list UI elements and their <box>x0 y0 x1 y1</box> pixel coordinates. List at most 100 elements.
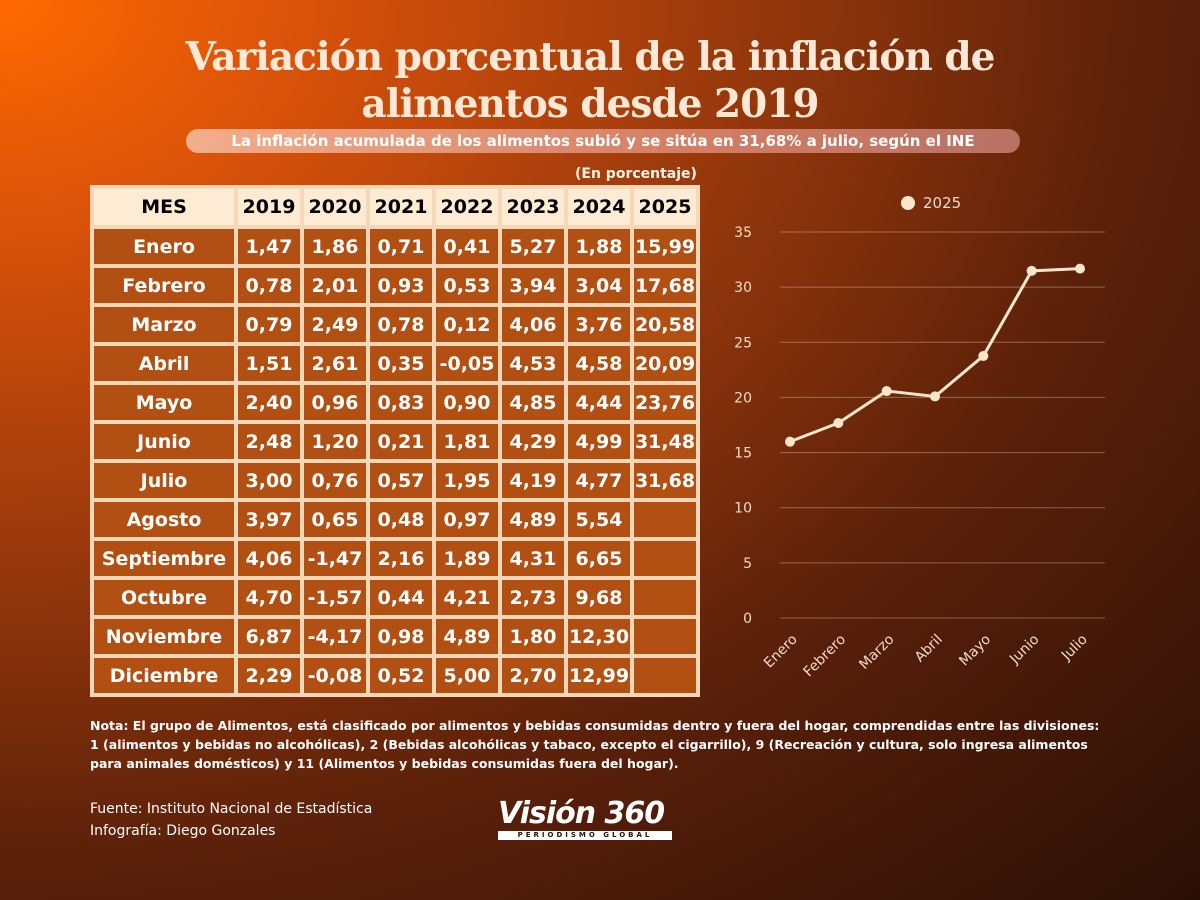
value-cell: 0,83 <box>368 383 434 422</box>
value-cell: 5,00 <box>434 656 500 695</box>
value-cell: 2,29 <box>236 656 302 695</box>
table-row: Abril 1,51 2,61 0,35 -0,05 4,53 4,58 20,09 <box>92 344 698 383</box>
inflation-table: MES 2019 2020 2021 2022 2023 2024 2025 Enero 1,4… <box>90 185 700 697</box>
value-cell: 3,94 <box>500 266 566 305</box>
value-cell: 1,95 <box>434 461 500 500</box>
value-cell: 4,89 <box>434 617 500 656</box>
value-cell: 15,99 <box>632 227 698 266</box>
table-row: Mayo 2,40 0,96 0,83 0,90 4,85 4,44 23,76 <box>92 383 698 422</box>
value-cell: 0,53 <box>434 266 500 305</box>
value-cell: 2,16 <box>368 539 434 578</box>
month-cell: Octubre <box>92 578 236 617</box>
credits: Fuente: Instituto Nacional de Estadístic… <box>90 798 372 842</box>
value-cell: 20,58 <box>632 305 698 344</box>
value-cell <box>632 539 698 578</box>
data-point <box>1026 265 1037 276</box>
value-cell: 0,79 <box>236 305 302 344</box>
table-row: Febrero 0,78 2,01 0,93 0,53 3,94 3,04 17,68 <box>92 266 698 305</box>
value-cell: 3,76 <box>566 305 632 344</box>
data-point <box>930 391 940 402</box>
legend-marker <box>901 196 915 210</box>
value-cell: 4,19 <box>500 461 566 500</box>
value-cell: -4,17 <box>302 617 368 656</box>
y-tick-label: 25 <box>734 335 752 351</box>
value-cell: -0,08 <box>302 656 368 695</box>
month-cell: Julio <box>92 461 236 500</box>
header-year: 2020 <box>302 187 368 227</box>
value-cell: 0,90 <box>434 383 500 422</box>
value-cell: 4,44 <box>566 383 632 422</box>
value-cell: 0,71 <box>368 227 434 266</box>
brand-logo: Visión 360 PERIODISMO GLOBAL <box>498 797 678 845</box>
table-row: Junio 2,48 1,20 0,21 1,81 4,29 4,99 31,48 <box>92 422 698 461</box>
table-row: Octubre 4,70 -1,57 0,44 4,21 2,73 9,68 <box>92 578 698 617</box>
data-point <box>785 436 795 447</box>
value-cell: 1,47 <box>236 227 302 266</box>
value-cell: 4,70 <box>236 578 302 617</box>
value-cell: 0,12 <box>434 305 500 344</box>
value-cell: 9,68 <box>566 578 632 617</box>
title-line-2: alimentos desde 2019 <box>361 81 819 127</box>
data-point <box>1075 263 1085 274</box>
month-cell: Septiembre <box>92 539 236 578</box>
page-title: Variación porcentual de la inflación de … <box>0 34 1180 128</box>
x-tick-label: Abril <box>912 632 946 666</box>
value-cell: 4,58 <box>566 344 632 383</box>
value-cell: 0,78 <box>368 305 434 344</box>
value-cell: 20,09 <box>632 344 698 383</box>
value-cell: 0,76 <box>302 461 368 500</box>
value-cell <box>632 617 698 656</box>
value-cell: 0,48 <box>368 500 434 539</box>
value-cell: 23,76 <box>632 383 698 422</box>
value-cell: 3,97 <box>236 500 302 539</box>
value-cell: 17,68 <box>632 266 698 305</box>
header-year: 2025 <box>632 187 698 227</box>
y-tick-label: 10 <box>734 501 752 517</box>
y-tick-label: 35 <box>734 225 752 241</box>
y-tick-label: 0 <box>743 611 752 627</box>
data-point <box>833 418 844 429</box>
value-cell: 31,68 <box>632 461 698 500</box>
value-cell: 4,85 <box>500 383 566 422</box>
header-year: 2021 <box>368 187 434 227</box>
value-cell: 12,99 <box>566 656 632 695</box>
value-cell: 4,99 <box>566 422 632 461</box>
value-cell: 0,98 <box>368 617 434 656</box>
value-cell: 1,80 <box>500 617 566 656</box>
value-cell: 3,00 <box>236 461 302 500</box>
subtitle-pill <box>186 129 1020 153</box>
value-cell: 4,06 <box>500 305 566 344</box>
value-cell: 1,89 <box>434 539 500 578</box>
value-cell: 0,96 <box>302 383 368 422</box>
value-cell: 2,40 <box>236 383 302 422</box>
table-row: Enero 1,47 1,86 0,71 0,41 5,27 1,88 15,99 <box>92 227 698 266</box>
value-cell: 0,97 <box>434 500 500 539</box>
value-cell: 1,86 <box>302 227 368 266</box>
value-cell: 4,53 <box>500 344 566 383</box>
title-line-1: Variación porcentual de la inflación de <box>185 34 996 80</box>
legend-label: 2025 <box>923 194 961 212</box>
value-cell: 1,51 <box>236 344 302 383</box>
logo-name: Visión 360 <box>498 796 665 831</box>
month-cell: Enero <box>92 227 236 266</box>
table-row: Marzo 0,79 2,49 0,78 0,12 4,06 3,76 20,58 <box>92 305 698 344</box>
value-cell: 0,35 <box>368 344 434 383</box>
value-cell: 4,89 <box>500 500 566 539</box>
value-cell: 0,57 <box>368 461 434 500</box>
value-cell: 1,81 <box>434 422 500 461</box>
value-cell: 0,21 <box>368 422 434 461</box>
month-cell: Febrero <box>92 266 236 305</box>
unit-note: (En porcentaje) <box>575 166 697 182</box>
data-point <box>978 350 989 361</box>
value-cell: 4,77 <box>566 461 632 500</box>
x-tick-label: Marzo <box>856 632 897 673</box>
series-line <box>789 267 1081 444</box>
source-text: Fuente: Instituto Nacional de Estadístic… <box>90 801 373 817</box>
table-row: Agosto 3,97 0,65 0,48 0,97 4,89 5,54 <box>92 500 698 539</box>
x-tick-label: Enero <box>761 632 801 672</box>
month-cell: Diciembre <box>92 656 236 695</box>
y-tick-label: 30 <box>734 280 752 296</box>
value-cell: 0,93 <box>368 266 434 305</box>
value-cell <box>632 578 698 617</box>
y-tick-label: 5 <box>743 556 752 572</box>
